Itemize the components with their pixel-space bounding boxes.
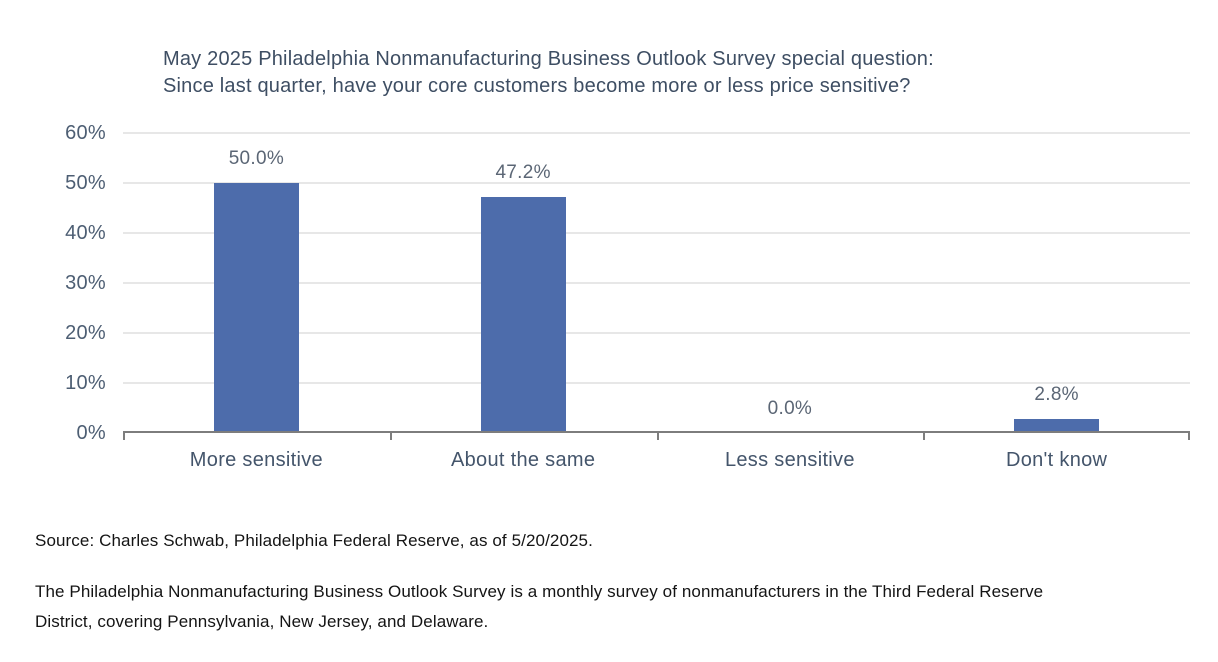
x-axis-tick — [123, 431, 125, 440]
x-axis-tick — [656, 431, 659, 440]
gridline-20 — [123, 332, 1190, 334]
gridline-10 — [123, 382, 1190, 384]
bar — [1014, 419, 1100, 433]
y-axis-tick-label: 20% — [65, 322, 106, 344]
footnote-line1: The Philadelphia Nonmanufacturing Busine… — [35, 582, 1044, 601]
chart-title: May 2025 Philadelphia Nonmanufacturing B… — [163, 46, 934, 100]
y-axis-tick-label: 60% — [65, 122, 106, 144]
y-axis-tick-label: 40% — [65, 222, 106, 244]
gridline-40 — [123, 232, 1190, 234]
x-axis-category-label: About the same — [450, 449, 596, 471]
footnote-line2: District, covering Pennsylvania, New Jer… — [35, 612, 489, 631]
bar-value-label: 47.2% — [495, 162, 551, 183]
bar-value-label: 50.0% — [228, 148, 285, 169]
x-axis-category-label: More sensitive — [189, 449, 323, 471]
source-text: Source: Charles Schwab, Philadelphia Fed… — [35, 531, 593, 550]
plot-area: 0% 10% 20% 30% 40% 50% 60% 50.0% More sensitive 4… — [65, 122, 1190, 471]
x-axis-tick — [923, 431, 926, 440]
y-axis-tick-label: 30% — [65, 272, 106, 294]
x-axis-category-label: Less sensitive — [724, 449, 855, 471]
bar-value-label: 0.0% — [767, 398, 813, 419]
x-axis-tick — [1188, 431, 1190, 440]
y-axis-tick-label: 0% — [76, 422, 106, 444]
gridline-60 — [123, 132, 1190, 134]
y-axis-tick-label: 10% — [65, 372, 106, 394]
bar — [480, 197, 566, 433]
gridline-50 — [123, 182, 1190, 184]
chart-title-line1: May 2025 Philadelphia Nonmanufacturing B… — [163, 48, 934, 70]
x-axis-tick — [389, 431, 392, 440]
x-axis-category-label: Don't know — [1005, 449, 1108, 471]
chart-title-line2: Since last quarter, have your core custo… — [163, 75, 911, 97]
gridline-30 — [123, 282, 1190, 284]
y-axis-tick-label: 50% — [65, 172, 106, 194]
bar — [213, 183, 299, 433]
footnote-text: The Philadelphia Nonmanufacturing Busine… — [35, 577, 1043, 637]
bar-value-label: 2.8% — [1034, 384, 1079, 405]
